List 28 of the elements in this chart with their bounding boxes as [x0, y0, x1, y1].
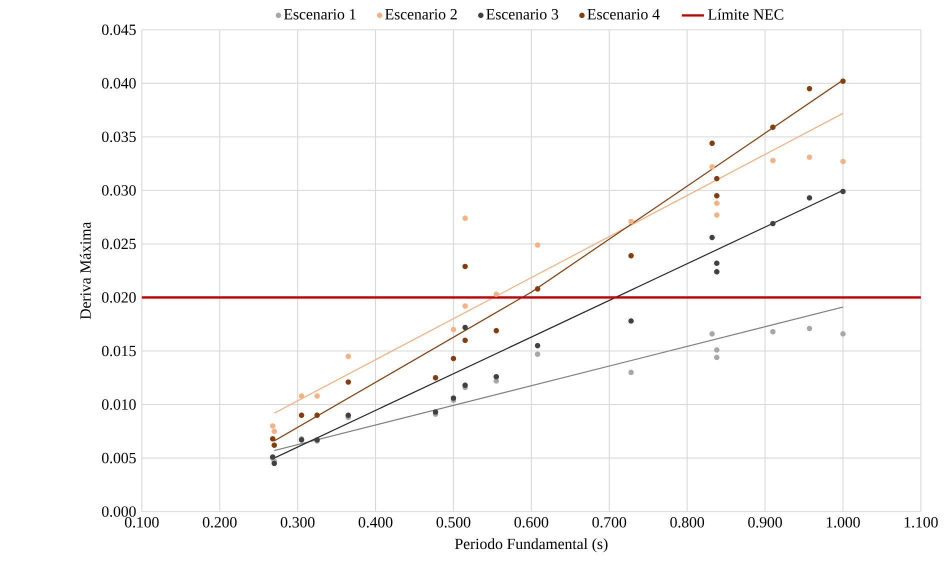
legend-label: Escenario 4 [587, 9, 660, 20]
x-tick-label: 0.200 [202, 517, 237, 528]
y-axis-title: Deriva Máxima [80, 222, 91, 320]
x-tick-label: 1.000 [826, 517, 860, 528]
y-tick-label: 0.010 [102, 399, 136, 410]
x-axis-title: Periodo Fundamental (s) [454, 538, 608, 552]
y-tick-label: 0.030 [102, 185, 136, 196]
x-tick-label: 0.100 [124, 517, 159, 528]
x-tick-label: 0.300 [280, 517, 315, 528]
legend-label: Escenario 1 [284, 9, 356, 20]
x-tick-label: 0.900 [748, 517, 782, 528]
legend-label: Escenario 3 [486, 9, 558, 20]
y-tick-label: 0.035 [102, 132, 136, 142]
y-tick-label: 0.040 [102, 78, 136, 89]
legend-label: Límite NEC [708, 8, 784, 20]
y-tick-label: 0.000 [102, 506, 136, 517]
x-tick-label: 0.600 [514, 517, 548, 528]
x-tick-label: 0.700 [592, 517, 626, 528]
x-tick-label: 0.500 [436, 517, 470, 528]
x-tick-label: 1.100 [904, 517, 938, 528]
x-tick-label: 0.400 [358, 517, 392, 528]
y-tick-label: 0.045 [102, 24, 136, 36]
legend-label: Escenario 2 [385, 9, 457, 20]
x-tick-label: 0.800 [670, 517, 704, 528]
y-tick-label: 0.020 [102, 292, 136, 303]
y-tick-label: 0.005 [102, 452, 136, 464]
y-tick-label: 0.015 [102, 346, 136, 356]
y-tick-label: 0.025 [102, 238, 136, 250]
